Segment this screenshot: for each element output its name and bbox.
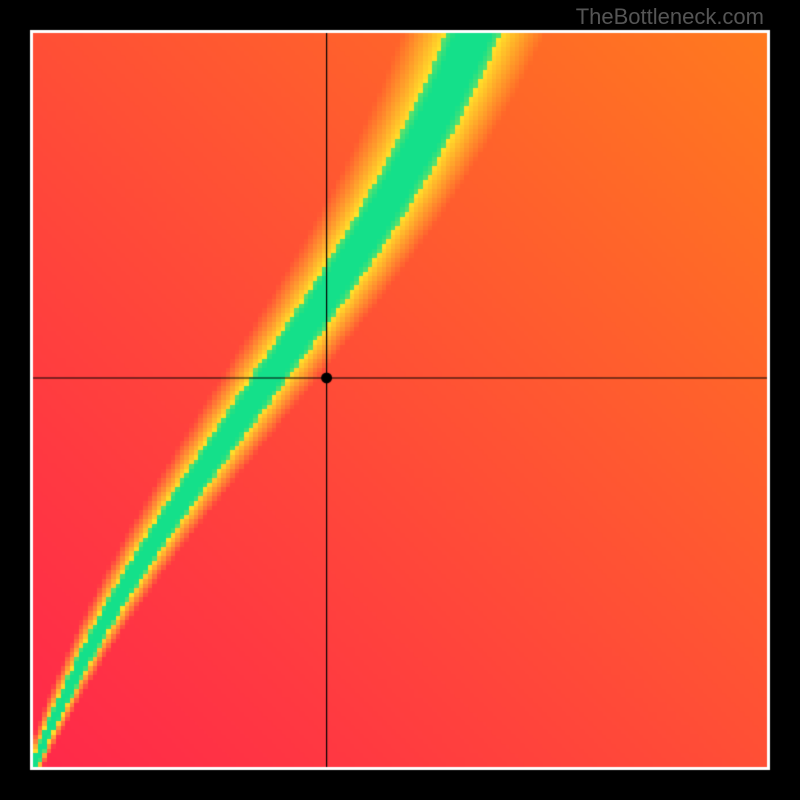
chart-container: TheBottleneck.com (0, 0, 800, 800)
heatmap-canvas (0, 0, 800, 800)
watermark-text: TheBottleneck.com (576, 4, 764, 30)
